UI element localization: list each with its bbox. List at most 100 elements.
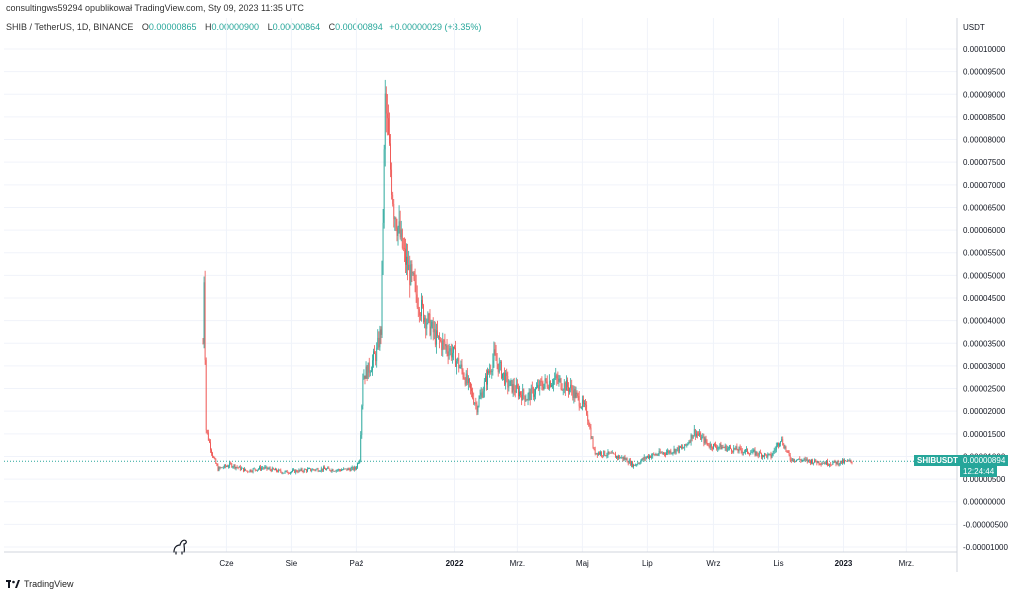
candle-body [230,462,232,464]
candle-body [827,460,828,465]
candle-body [260,466,261,470]
candle-body [592,438,594,448]
candle-body [282,472,284,474]
candle-body [727,447,729,449]
candle-body [392,194,394,204]
candle-body [512,384,514,393]
candle-body [457,358,459,362]
candle-body [473,397,475,404]
candle-body [577,393,579,397]
candle-body [291,471,292,473]
y-tick-label: -0.00000500 [963,520,1008,529]
candle-body [617,456,618,458]
candle-body [408,264,410,271]
candle-body [792,458,794,461]
candle-body [246,470,248,472]
y-tick-label: 0.00002000 [963,407,1006,416]
candle-body [507,376,509,388]
candle-body [851,461,853,463]
candle-body [775,445,777,450]
time-axis[interactable]: Cze Sie Paź 2022 Mrz. Maj Lip Wrz Lis 2023 Mrz. [219,559,914,568]
candle-body [611,452,613,454]
candle-body [347,468,349,471]
candle-body [519,391,520,397]
candle-body [247,470,249,472]
candle-body [351,467,353,469]
candle-body [601,452,602,456]
candle-body [619,455,621,459]
candle-body [218,467,220,471]
candle-body [762,455,763,458]
candle-body [364,375,366,379]
candle-body [591,438,593,439]
candle-body [427,313,429,323]
candle-body [560,378,562,390]
candle-body [499,362,501,363]
candle-body [244,468,245,472]
candle-body [527,394,529,401]
candle-body [509,380,511,386]
candle-body [367,362,369,379]
candle-body [435,330,437,345]
high-label: H [205,22,212,32]
candle-body [502,373,503,379]
candle-body [622,456,624,460]
candle-body [334,471,336,472]
candle-body [521,394,523,401]
candle-body [361,405,363,436]
candle-body [720,443,722,450]
candle-body [431,321,433,327]
candle-body [329,468,331,471]
candle-body [772,451,774,456]
badge-symbol: SHIBUSDT [914,455,961,467]
candle-body [540,381,542,383]
candle-body [836,461,838,465]
candle-body [780,441,781,444]
candle-body [518,387,519,397]
candle-body [368,362,370,373]
candle-body [245,468,247,471]
candle-body [429,313,431,336]
candle-body [669,450,671,454]
candle-body [734,447,736,449]
candle-body [450,348,452,358]
symbol-label[interactable]: SHIB / TetherUS, 1D, BINANCE [6,22,134,32]
candle-body [597,452,599,456]
candle-body [438,335,439,337]
candle-body [227,466,228,467]
tradingview-footer[interactable]: TradingView [6,579,74,589]
candle-body [461,364,463,371]
candle-body [817,461,819,464]
candle-body [810,460,811,464]
candle-body [401,229,403,248]
candle-body [464,378,466,385]
candle-body [787,450,789,452]
candle-body [596,452,598,456]
candle-body [846,460,848,462]
candle-body [811,460,812,464]
candle-body [786,450,788,452]
candle-body [434,329,436,345]
candle-body [343,468,345,470]
candle-body [625,458,627,460]
candle-body [394,217,396,220]
candle-body [451,352,453,358]
candle-body [497,363,499,373]
candle-body [500,362,502,379]
y-tick-label: 0.00006500 [963,203,1006,212]
candle-body [697,433,698,435]
x-tick-label: Wrz [706,559,720,568]
candle-body [662,452,664,454]
candle-body [480,392,482,396]
candle-body [210,442,211,450]
candle-body [645,457,647,459]
candle-body [605,455,607,457]
candle-body [236,466,238,468]
candle-body [407,256,409,271]
candle-body [670,450,672,454]
candle-body [444,341,446,346]
candle-body [636,464,638,466]
candle-body [267,468,269,470]
candle-body [388,118,389,135]
